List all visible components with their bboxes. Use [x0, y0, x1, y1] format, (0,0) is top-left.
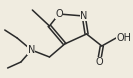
Text: N: N — [80, 11, 87, 21]
Text: N: N — [28, 45, 35, 55]
Text: O: O — [55, 9, 63, 19]
Text: O: O — [95, 57, 103, 67]
Text: OH: OH — [116, 33, 131, 43]
